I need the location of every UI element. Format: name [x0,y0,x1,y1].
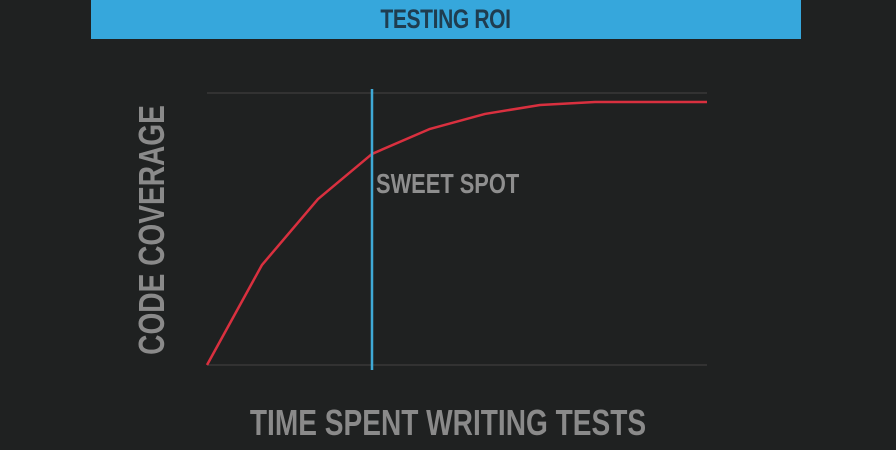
title-banner: TESTING ROI [91,0,801,39]
sweet-spot-label: SWEET SPOT [376,168,520,199]
series-line-0 [205,100,707,366]
slide-title: TESTING ROI [380,4,512,34]
y-axis-label: CODE COVERAGE [131,105,172,355]
x-axis-label: TIME SPENT WRITING TESTS [249,402,647,443]
